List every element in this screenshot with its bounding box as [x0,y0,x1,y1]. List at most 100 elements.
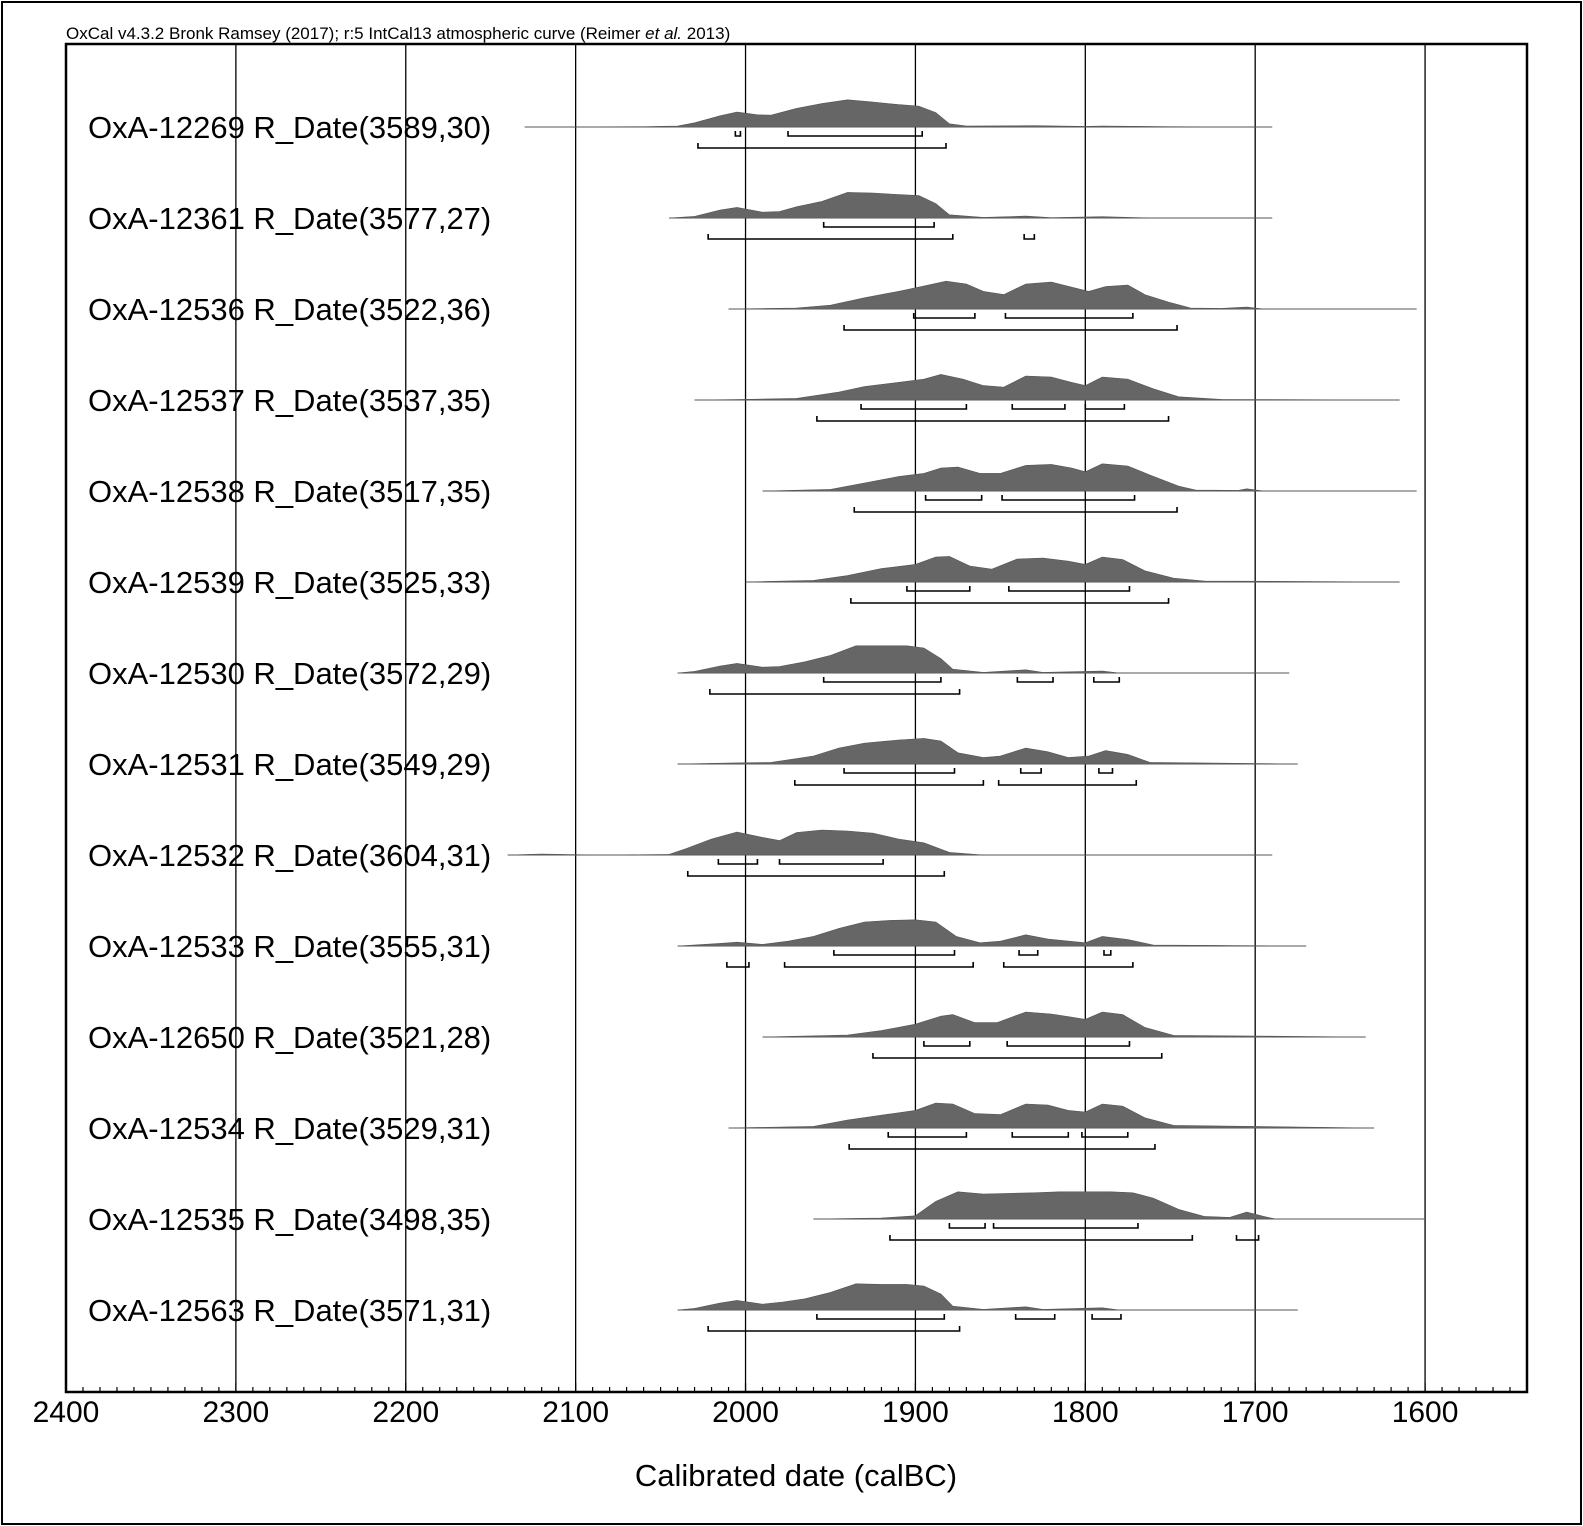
hpd-68-range [860,404,968,410]
probability-distribution [728,1102,1375,1129]
hpd-95-range [853,507,1178,513]
header-suffix: 2013) [682,24,730,43]
x-tick-label: 1900 [882,1396,949,1429]
hpd-95-range [1023,234,1036,240]
series-row: OxA-12531 R_Date(3549,29) [88,738,1298,786]
probability-distribution [677,919,1307,947]
series-label: OxA-12532 R_Date(3604,31) [88,838,491,873]
x-tick-label: 2100 [542,1396,609,1429]
series-label: OxA-12539 R_Date(3525,33) [88,565,491,600]
series-row: OxA-12650 R_Date(3521,28) [88,1011,1366,1059]
hpd-68-range [1011,404,1066,410]
distributions: OxA-12269 R_Date(3589,30) OxA-12361 R_Dat… [88,99,1426,1332]
hpd-68-range [1098,768,1114,774]
hpd-68-range [1006,1041,1131,1047]
header-italic: et al. [645,24,682,43]
probability-distribution [524,99,1273,128]
hpd-68-range [843,768,956,774]
series-row: OxA-12532 R_Date(3604,31) [88,829,1273,877]
probability-distribution [694,374,1400,401]
series-label: OxA-12563 R_Date(3571,31) [88,1293,491,1328]
hpd-68-range [1081,1132,1129,1138]
probability-distribution [507,829,1273,856]
x-axis-label: Calibrated date (calBC) [635,1458,957,1493]
series-row: OxA-12539 R_Date(3525,33) [88,556,1400,604]
hpd-68-range [923,1041,971,1047]
series-label: OxA-12534 R_Date(3529,31) [88,1111,491,1146]
hpd-95-range [707,1326,961,1332]
hpd-95-range [848,1144,1156,1150]
series-row: OxA-12361 R_Date(3577,27) [88,192,1273,240]
series-label: OxA-12361 R_Date(3577,27) [88,201,491,236]
series-label: OxA-12535 R_Date(3498,35) [88,1202,491,1237]
series-label: OxA-12536 R_Date(3522,36) [88,292,491,327]
series-row: OxA-12533 R_Date(3555,31) [88,919,1307,968]
series-row: OxA-12538 R_Date(3517,35) [88,463,1417,513]
x-tick-label: 1800 [1052,1396,1119,1429]
hpd-68-range [1018,950,1039,956]
probability-distribution [813,1191,1426,1220]
hpd-68-range [717,859,759,865]
x-tick-label: 2000 [712,1396,779,1429]
x-tick-label: 1600 [1392,1396,1459,1429]
hpd-68-range [1019,768,1042,774]
hpd-68-range [887,1132,968,1138]
hpd-68-range [1014,1314,1056,1320]
series-row: OxA-12537 R_Date(3537,35) [88,374,1400,422]
hpd-95-range [997,780,1138,786]
hpd-95-range [843,325,1178,331]
hpd-68-range [1001,495,1136,501]
hpd-68-range [787,131,924,137]
hpd-95-range [816,416,1170,422]
hpd-68-range [1011,1132,1070,1138]
x-axis: 2400 2300 2200 2100 2000 1900 1800 1700 1600 [33,1383,1528,1429]
hpd-95-range [707,234,954,240]
hpd-68-range [912,313,976,319]
hpd-95-range [686,871,946,877]
hpd-68-range [1103,950,1112,956]
x-tick-label: 1700 [1222,1396,1289,1429]
hpd-68-range [734,131,742,137]
x-tick-label: 2400 [33,1396,100,1429]
hpd-68-range [822,222,935,228]
probability-distribution [762,1011,1366,1038]
series-label: OxA-12269 R_Date(3589,30) [88,110,491,145]
series-label: OxA-12530 R_Date(3572,29) [88,656,491,691]
series-row: OxA-12530 R_Date(3572,29) [88,645,1290,695]
series-row: OxA-12534 R_Date(3529,31) [88,1102,1375,1150]
hpd-95-range [709,689,961,695]
hpd-95-range [697,143,947,149]
x-tick-label: 2300 [203,1396,270,1429]
hpd-95-range [872,1053,1163,1059]
hpd-68-range [1004,313,1134,319]
chart-header: OxCal v4.3.2 Bronk Ramsey (2017); r:5 In… [66,24,730,43]
hpd-95-range [850,598,1170,604]
hpd-68-range [822,677,942,683]
hpd-68-range [778,859,884,865]
hpd-68-range [906,586,971,592]
probability-distribution [677,645,1290,674]
series-label: OxA-12650 R_Date(3521,28) [88,1020,491,1055]
hpd-95-range [1235,1235,1260,1241]
hpd-68-range [1091,1314,1122,1320]
series-row: OxA-12563 R_Date(3571,31) [88,1283,1298,1332]
hpd-95-range [889,1235,1194,1241]
probability-distribution [669,192,1273,219]
probability-distribution [728,280,1417,310]
series-label: OxA-12533 R_Date(3555,31) [88,929,491,964]
hpd-95-range [726,962,750,968]
hpd-95-range [794,780,985,786]
series-label: OxA-12531 R_Date(3549,29) [88,747,491,782]
series-row: OxA-12535 R_Date(3498,35) [88,1191,1426,1241]
hpd-95-range [783,962,974,968]
hpd-95-range [1002,962,1134,968]
hpd-68-range [924,495,983,501]
probability-distribution [677,1283,1298,1311]
probability-distribution [745,556,1400,583]
header-prefix: OxCal v4.3.2 Bronk Ramsey (2017); r:5 In… [66,24,645,43]
hpd-68-range [816,1314,946,1320]
hpd-68-range [992,1223,1139,1229]
x-tick-label: 2200 [372,1396,439,1429]
